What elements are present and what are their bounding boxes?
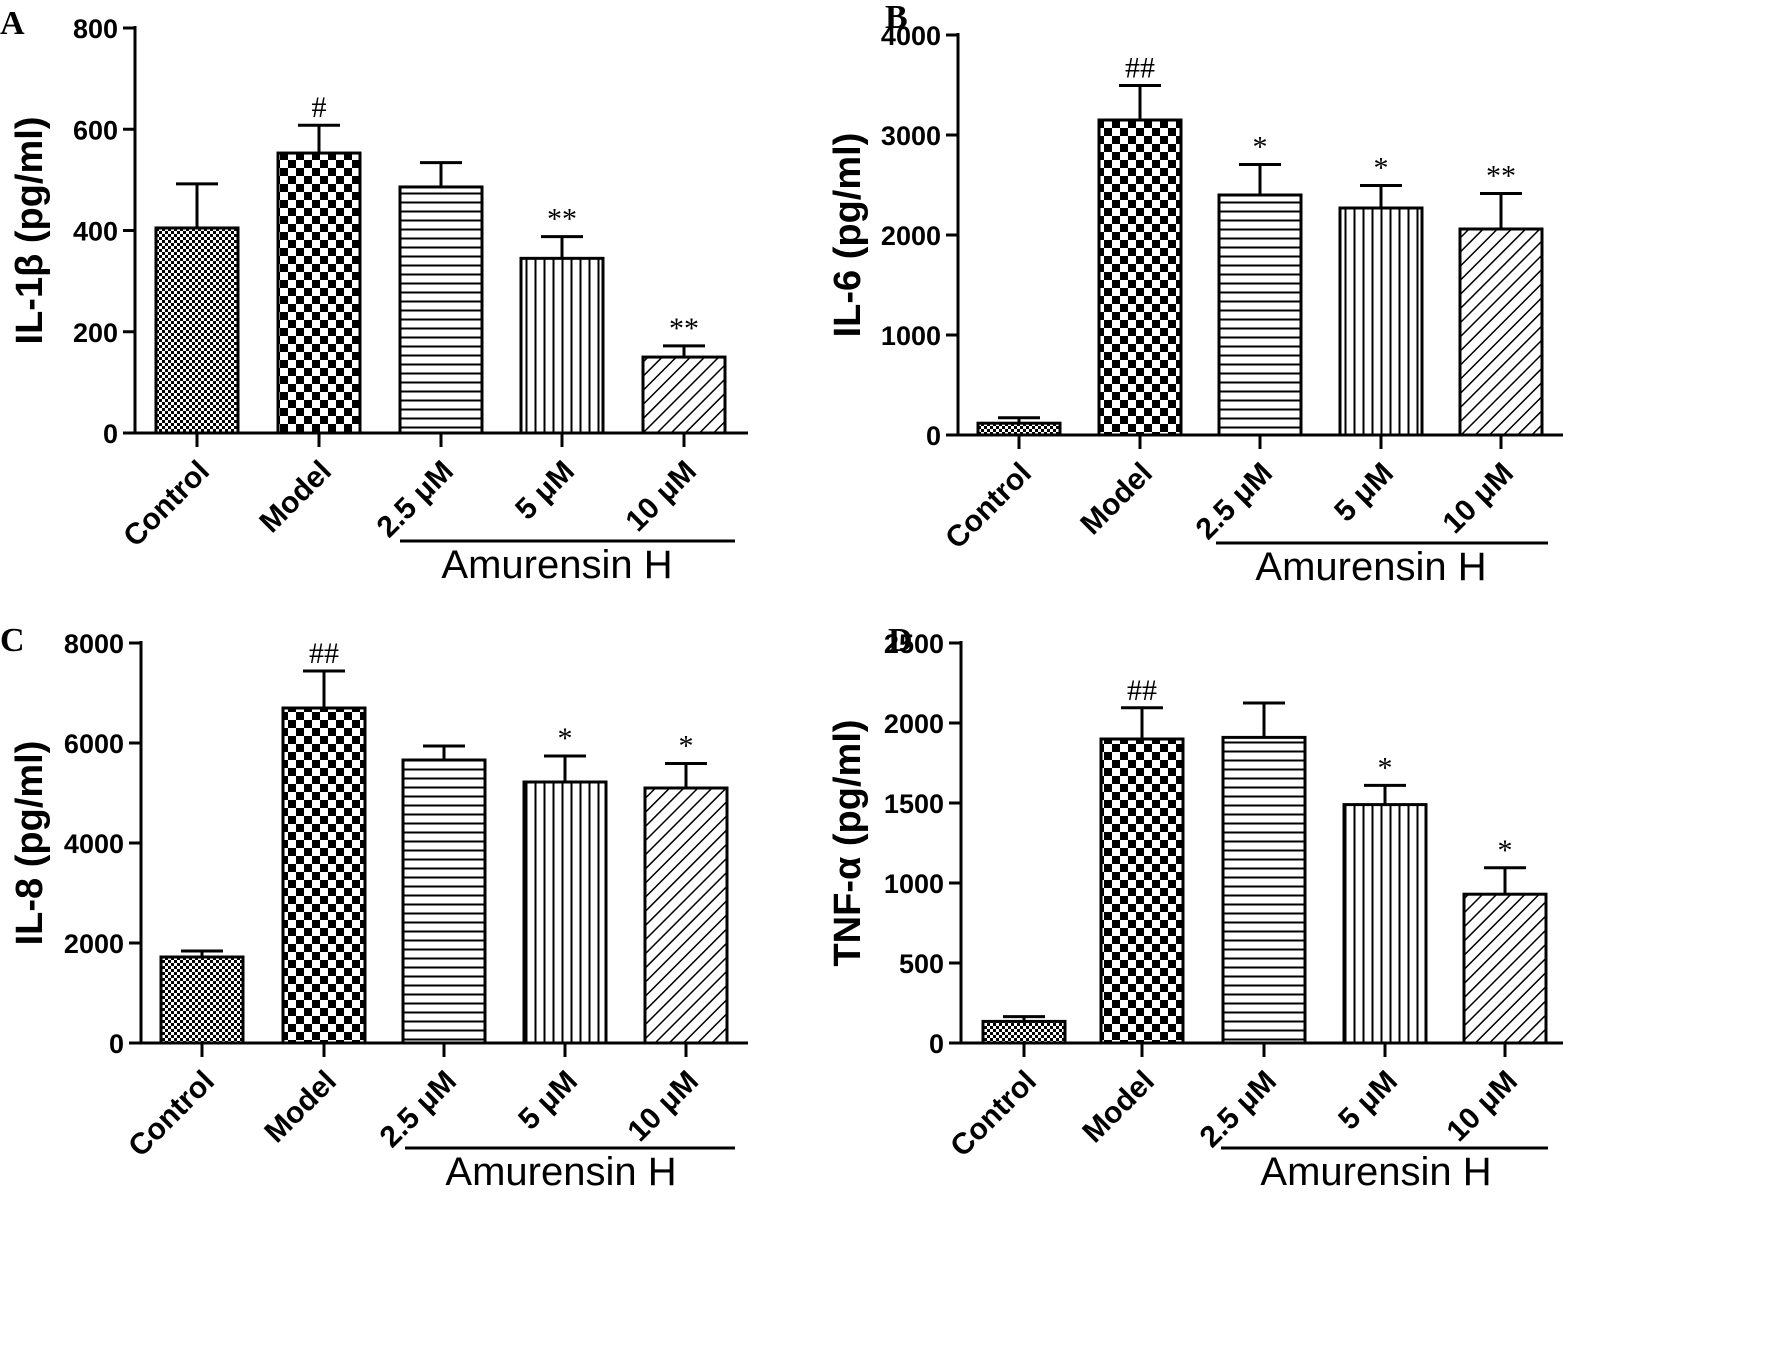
panel-c-significance-10um: * (679, 730, 694, 763)
panel-c-bar-5um (522, 780, 608, 1045)
panel-a-bar-5um (519, 256, 605, 435)
panel-d-significance-10um: * (1498, 834, 1513, 867)
panel-a-chart: A 0 200 400 600 800 IL-1β (pg/ml) Control # Model… (0, 5, 748, 587)
panel-d-y-tick-label: 2500 (884, 629, 944, 659)
panel-c-significance-model: ## (309, 637, 339, 670)
panel-b-category-label-control: Control (939, 457, 1038, 556)
panel-c-chart: C 0 2000 4000 6000 8000 IL-8 (pg/ml) Control ## M… (0, 622, 748, 1194)
panel-d-letter: D (888, 622, 913, 659)
panel-c-category-label-control: Control (122, 1065, 221, 1164)
panel-b-y-title: IL-6 (pg/ml) (827, 133, 869, 338)
panel-c-category-label-10um: 10 μM (621, 1065, 704, 1148)
panel-d-category-label-2-5um: 2.5 μM (1194, 1065, 1283, 1154)
panel-a-category-label-model: Model (253, 455, 338, 540)
panel-b-bar-10um (1458, 227, 1544, 437)
panel-c-bar-10um (643, 786, 729, 1045)
panel-b-bar-2-5um (1217, 193, 1303, 437)
panel-c-bar-model (281, 706, 367, 1045)
panel-b-y-tick-label: 1000 (881, 321, 941, 351)
panel-b-category-label-model: Model (1074, 457, 1159, 542)
panel-a-bar-control (154, 226, 240, 435)
panel-a-y-tick-label: 600 (73, 115, 118, 145)
panel-a-y-tick-label: 200 (73, 318, 118, 348)
panel-c-bar-control (159, 955, 245, 1045)
panel-a-category-label-5um: 5 μM (509, 455, 581, 527)
panel-d-bar-control (981, 1019, 1067, 1045)
panel-b-bar-5um (1338, 206, 1424, 437)
panel-c-category-label-2-5um: 2.5 μM (374, 1065, 463, 1154)
panel-d-bar-5um (1342, 803, 1428, 1045)
panel-a-category-label-control: Control (117, 455, 216, 554)
panel-b-y-tick-label: 4000 (881, 21, 941, 51)
panel-d-chart: D 0 500 1000 1500 2000 2500 TNF-α (pg/ml) Contro… (827, 622, 1563, 1194)
panel-d-significance-5um: * (1378, 751, 1393, 784)
panel-a-y-title: IL-1β (pg/ml) (9, 117, 51, 345)
panel-a-bar-2-5um (398, 185, 484, 435)
panel-d-category-label-5um: 5 μM (1332, 1065, 1404, 1137)
panel-a-category-label-2-5um: 2.5 μM (371, 455, 460, 544)
panel-d-y-title: TNF-α (pg/ml) (827, 719, 869, 966)
panel-a-significance-10um: ** (669, 312, 699, 345)
panel-b-y-tick-label: 2000 (881, 221, 941, 251)
panel-c-y-tick-label: 6000 (64, 729, 124, 759)
panel-c-bar-2-5um (401, 758, 487, 1045)
panel-d-y-tick-label: 0 (929, 1029, 944, 1059)
panel-a-significance-model: # (312, 91, 327, 124)
panel-b-significance-10um: ** (1486, 160, 1516, 193)
panel-d-y-tick-label: 1000 (884, 869, 944, 899)
panel-a-letter: A (0, 5, 25, 42)
panel-a-y-tick-label: 800 (73, 14, 118, 44)
panel-a-y-tick-label: 0 (103, 419, 118, 449)
panel-c-significance-5um: * (558, 722, 573, 755)
panel-b-group-label: Amurensin H (1255, 545, 1486, 589)
panel-b-chart: B 0 1000 2000 3000 4000 IL-6 (pg/ml) Control ## M… (827, 0, 1563, 589)
panel-c-y-tick-label: 2000 (64, 929, 124, 959)
panel-c-y-title: IL-8 (pg/ml) (9, 741, 51, 946)
panel-b-category-label-2-5um: 2.5 μM (1190, 457, 1279, 546)
panel-d-bar-10um (1462, 892, 1548, 1045)
panel-c-category-label-5um: 5 μM (512, 1065, 584, 1137)
panel-b-significance-5um: * (1374, 152, 1389, 185)
panel-b-letter: B (885, 0, 908, 36)
panel-d-y-tick-label: 2000 (884, 709, 944, 739)
panel-a-bar-10um (641, 355, 727, 435)
panel-d-category-label-control: Control (944, 1065, 1043, 1164)
panel-a-significance-5um: ** (547, 203, 577, 236)
panel-b-category-label-10um: 10 μM (1436, 457, 1519, 540)
panel-c-group-label: Amurensin H (445, 1150, 676, 1194)
panel-c-y-tick-label: 4000 (64, 829, 124, 859)
panel-d-y-tick-label: 500 (899, 949, 944, 979)
panel-a-category-label-10um: 10 μM (619, 455, 702, 538)
panel-a-y-tick-label: 400 (73, 217, 118, 247)
panel-b-y-tick-label: 3000 (881, 121, 941, 151)
panel-c-letter: C (0, 622, 25, 659)
panel-b-bar-model (1097, 118, 1183, 437)
panel-d-group-label: Amurensin H (1260, 1150, 1491, 1194)
panel-d-y-tick-label: 1500 (884, 789, 944, 819)
panel-d-significance-model: ## (1127, 674, 1157, 707)
panel-b-bar-control (976, 421, 1062, 437)
panel-d-bar-2-5um (1221, 735, 1307, 1045)
panel-d-bar-model (1099, 737, 1185, 1045)
panel-b-significance-model: ## (1125, 52, 1155, 85)
panel-b-category-label-5um: 5 μM (1328, 457, 1400, 529)
panel-c-category-label-model: Model (258, 1065, 343, 1150)
panel-b-y-tick-label: 0 (926, 421, 941, 451)
panel-a-group-label: Amurensin H (441, 543, 672, 587)
panel-d-category-label-10um: 10 μM (1440, 1065, 1523, 1148)
panel-a-bar-model (276, 151, 362, 435)
panel-b-significance-2-5um: * (1253, 131, 1268, 164)
panel-d-category-label-model: Model (1076, 1065, 1161, 1150)
panel-c-y-tick-label: 0 (109, 1029, 124, 1059)
panel-c-y-tick-label: 8000 (64, 629, 124, 659)
